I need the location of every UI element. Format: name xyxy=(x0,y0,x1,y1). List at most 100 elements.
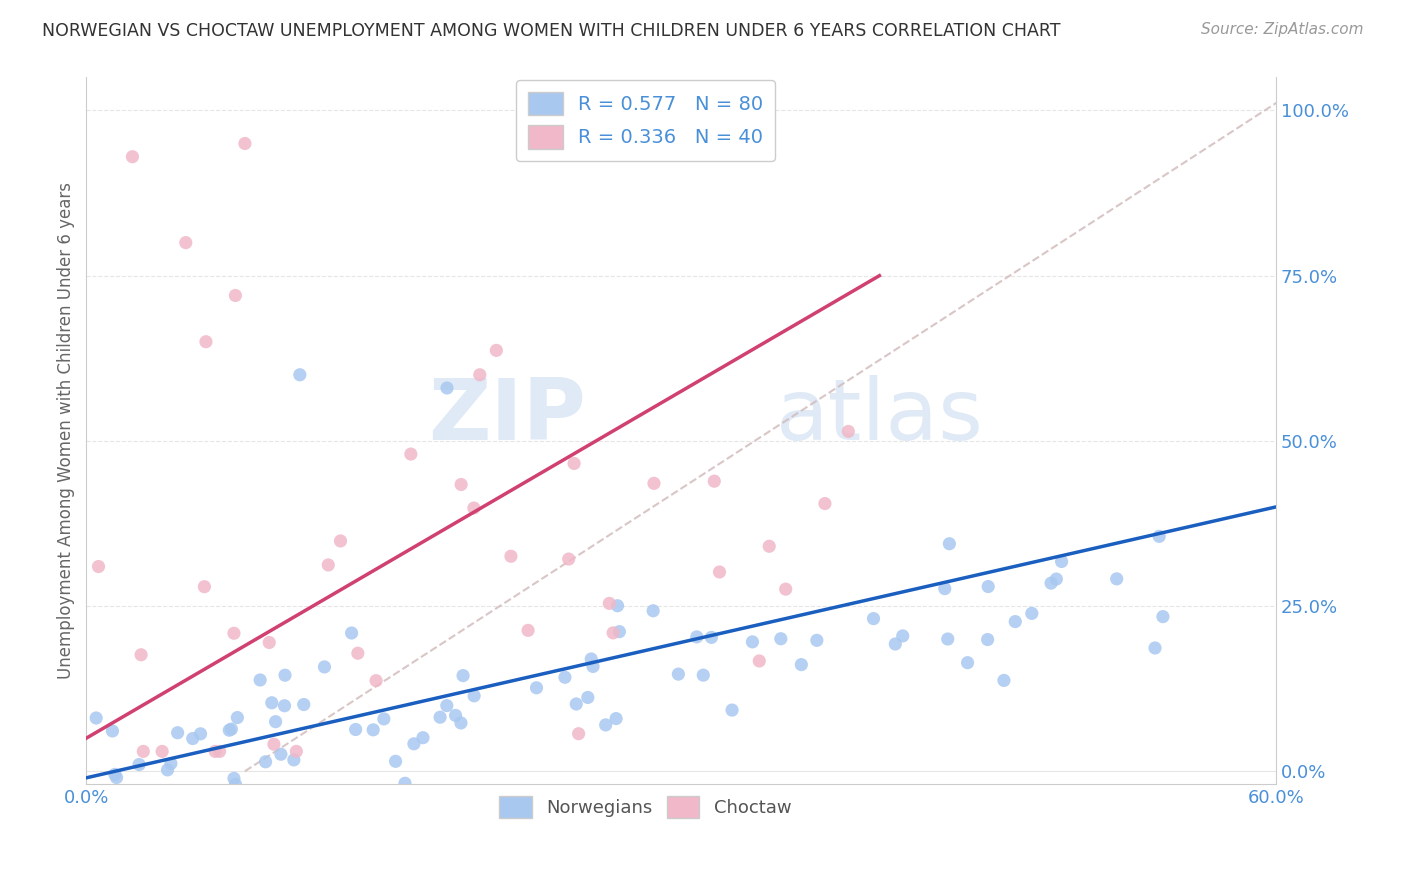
Point xyxy=(166,725,188,739)
Point xyxy=(121,150,143,164)
Point xyxy=(249,673,271,687)
Point xyxy=(260,696,283,710)
Point xyxy=(347,646,370,660)
Point xyxy=(451,668,474,682)
Point xyxy=(862,612,884,626)
Point xyxy=(748,654,770,668)
Point xyxy=(700,631,723,645)
Point xyxy=(562,457,585,471)
Point xyxy=(526,681,548,695)
Point xyxy=(128,757,150,772)
Point xyxy=(402,737,425,751)
Point xyxy=(977,580,1000,594)
Point xyxy=(557,552,579,566)
Point xyxy=(373,712,395,726)
Point xyxy=(606,599,628,613)
Text: Source: ZipAtlas.com: Source: ZipAtlas.com xyxy=(1201,22,1364,37)
Point xyxy=(598,596,620,610)
Point xyxy=(576,690,599,705)
Point xyxy=(1040,576,1063,591)
Point xyxy=(993,673,1015,688)
Point xyxy=(790,657,813,672)
Point xyxy=(485,343,508,358)
Point xyxy=(274,668,297,682)
Point xyxy=(181,731,204,746)
Point xyxy=(565,697,588,711)
Point xyxy=(721,703,744,717)
Point xyxy=(605,712,627,726)
Point xyxy=(568,727,591,741)
Point xyxy=(436,381,458,395)
Point xyxy=(204,744,226,758)
Point xyxy=(150,744,173,758)
Point xyxy=(709,565,731,579)
Point xyxy=(263,737,285,751)
Point xyxy=(364,673,387,688)
Point xyxy=(554,670,576,684)
Point xyxy=(814,497,837,511)
Point xyxy=(412,731,434,745)
Point xyxy=(938,537,960,551)
Point xyxy=(221,722,243,736)
Point xyxy=(517,624,540,638)
Point xyxy=(222,772,245,786)
Point xyxy=(1147,529,1170,543)
Point xyxy=(643,476,665,491)
Point xyxy=(292,698,315,712)
Point xyxy=(429,710,451,724)
Point xyxy=(190,727,212,741)
Text: atlas: atlas xyxy=(776,376,984,458)
Point xyxy=(436,698,458,713)
Point xyxy=(193,580,215,594)
Point xyxy=(806,633,828,648)
Point xyxy=(384,754,406,768)
Point xyxy=(344,723,367,737)
Point xyxy=(283,753,305,767)
Point xyxy=(956,656,979,670)
Point xyxy=(329,533,352,548)
Point xyxy=(84,711,107,725)
Point xyxy=(463,689,485,703)
Point xyxy=(129,648,152,662)
Point xyxy=(769,632,792,646)
Point xyxy=(218,723,240,738)
Point xyxy=(891,629,914,643)
Legend: Norwegians, Choctaw: Norwegians, Choctaw xyxy=(492,789,799,825)
Point xyxy=(361,723,384,737)
Point xyxy=(1045,572,1067,586)
Point xyxy=(225,777,247,791)
Point xyxy=(1004,615,1026,629)
Point xyxy=(499,549,522,564)
Point xyxy=(156,763,179,777)
Point xyxy=(233,136,256,151)
Point xyxy=(270,747,292,762)
Point xyxy=(101,723,124,738)
Point xyxy=(450,715,472,730)
Point xyxy=(285,744,308,758)
Point xyxy=(104,767,127,781)
Point xyxy=(264,714,287,729)
Point xyxy=(226,710,249,724)
Point xyxy=(703,474,725,488)
Point xyxy=(105,771,128,785)
Point xyxy=(1143,640,1166,655)
Point xyxy=(579,652,602,666)
Point xyxy=(686,630,709,644)
Point xyxy=(463,501,485,516)
Y-axis label: Unemployment Among Women with Children Under 6 years: Unemployment Among Women with Children U… xyxy=(58,183,75,680)
Point xyxy=(273,698,295,713)
Point xyxy=(288,368,311,382)
Point xyxy=(132,744,155,758)
Point xyxy=(222,626,245,640)
Point xyxy=(224,288,246,302)
Point xyxy=(643,604,665,618)
Point xyxy=(741,635,763,649)
Point xyxy=(174,235,197,250)
Point xyxy=(314,660,336,674)
Point xyxy=(936,632,959,646)
Point xyxy=(316,558,339,572)
Point xyxy=(1105,572,1128,586)
Text: NORWEGIAN VS CHOCTAW UNEMPLOYMENT AMONG WOMEN WITH CHILDREN UNDER 6 YEARS CORREL: NORWEGIAN VS CHOCTAW UNEMPLOYMENT AMONG … xyxy=(42,22,1060,40)
Point xyxy=(1152,609,1174,624)
Point xyxy=(595,718,617,732)
